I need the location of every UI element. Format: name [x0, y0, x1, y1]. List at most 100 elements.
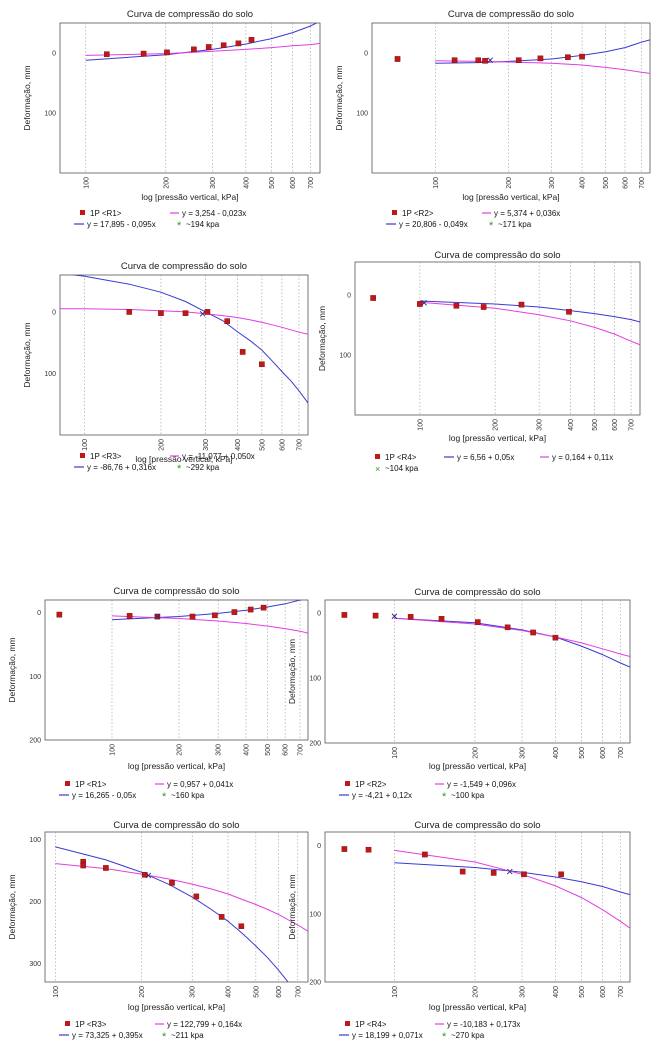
- y-axis-label: Deformação, mm: [317, 306, 327, 371]
- data-point: [518, 301, 525, 308]
- data-point: [56, 611, 63, 618]
- plot-contents: [85, 23, 320, 61]
- cross-stroke: [154, 613, 161, 620]
- plot-area: [44, 599, 309, 741]
- x-tick-label: 100: [83, 177, 90, 189]
- y-axis-label: Deformação, mm: [7, 637, 17, 702]
- y-tick-label: 100: [29, 674, 41, 681]
- x-tick-label: 100: [109, 744, 116, 756]
- fit-line-blue: [85, 23, 318, 61]
- x-tick-label: 500: [269, 177, 276, 189]
- legend-star-label: ~100 kpa: [451, 791, 485, 800]
- legend-star-label: ~211 kpa: [171, 1031, 204, 1040]
- plot-contents: [341, 612, 630, 668]
- chart-title: Curva de compressão do solo: [414, 587, 540, 598]
- legend: 1P <R3> y = 122,799 + 0,164x y = 73,325 + …: [59, 1020, 242, 1043]
- data-point: [140, 50, 147, 57]
- legend-star-icon: *: [177, 463, 182, 475]
- fit-line-magenta: [394, 617, 630, 657]
- legend-star-icon: *: [489, 220, 494, 232]
- x-axis-label: log [pressão vertical, kPa]: [135, 454, 232, 464]
- data-point: [370, 295, 376, 301]
- data-point: [239, 349, 246, 355]
- legend-points-label: 1P <R2>: [402, 209, 434, 218]
- data-point: [248, 37, 255, 43]
- plot-contents: [60, 275, 308, 404]
- cross-stroke: [145, 872, 152, 879]
- data-point: [475, 619, 481, 625]
- y-tick-label: 100: [44, 111, 56, 118]
- fit-line-magenta: [60, 308, 308, 335]
- y-tick-label: 200: [29, 738, 41, 745]
- chart-title: Curva de compressão do solo: [121, 261, 247, 272]
- legend-point-marker: [345, 1021, 350, 1026]
- chart-panel-2: Curva de compressão do solo 100 200 300 400 5…: [334, 9, 651, 232]
- legend-blue-label: y = 18,199 + 0,071x: [352, 1031, 423, 1040]
- data-point: [372, 612, 379, 619]
- fit-line-magenta: [419, 301, 640, 346]
- data-point: [341, 612, 348, 618]
- data-point: [558, 871, 564, 878]
- data-point: [365, 846, 372, 853]
- x-tick-label: 400: [553, 747, 560, 759]
- x-tick-label: 700: [618, 747, 625, 759]
- legend-blue-label: y = 16,265 - 0,05x: [72, 791, 136, 800]
- fit-line-blue: [394, 862, 630, 896]
- x-tick-label: 500: [592, 419, 599, 431]
- y-tick-label: 0: [347, 293, 351, 300]
- legend-point-marker: [80, 210, 85, 215]
- x-tick-label: 300: [210, 177, 217, 189]
- y-tick-label: 0: [364, 51, 368, 58]
- y-axis-label: Deformação, mm: [287, 639, 297, 704]
- plot-contents: [370, 295, 640, 346]
- legend-magenta-label: y = 5,374 + 0,036x: [494, 209, 560, 218]
- cross-marker: [506, 868, 513, 875]
- legend-star-icon: *: [162, 1031, 167, 1043]
- x-axis-label: log [pressão vertical, kPa]: [462, 192, 559, 202]
- x-tick-label: 200: [139, 986, 146, 998]
- data-point: [504, 624, 511, 631]
- x-tick-label: 400: [243, 177, 250, 189]
- x-tick-label: 700: [298, 744, 305, 756]
- cross-stroke: [487, 57, 494, 64]
- fit-line-blue: [419, 300, 640, 323]
- data-point: [126, 613, 133, 619]
- data-point: [475, 57, 482, 63]
- y-tick-label: 100: [356, 111, 368, 118]
- y-tick-label: 300: [29, 961, 41, 968]
- legend-star-label: ~160 kpa: [171, 791, 205, 800]
- legend-magenta-label: y = -1,549 + 0,096x: [447, 780, 516, 789]
- y-tick-label: 100: [339, 353, 351, 360]
- legend-points-label: 1P <R1>: [90, 209, 122, 218]
- plot-area: [59, 274, 309, 436]
- x-tick-label: 600: [290, 177, 297, 189]
- x-tick-label: 700: [308, 177, 315, 189]
- legend-cross-icon: ×: [375, 464, 380, 474]
- y-axis-label: Deformação, mm: [334, 65, 344, 130]
- x-axis-label: log [pressão vertical, kPa]: [128, 1002, 225, 1012]
- chart-title: Curva de compressão do solo: [113, 586, 239, 597]
- data-point: [537, 55, 544, 62]
- chart-title: Curva de compressão do solo: [127, 9, 253, 20]
- cross-stroke: [421, 299, 427, 306]
- legend-magenta-label: y = 3,254 - 0,023x: [182, 209, 246, 218]
- x-tick-label: 400: [568, 419, 575, 431]
- legend-star-label: ~270 kpa: [451, 1031, 485, 1040]
- x-tick-label: 700: [295, 986, 302, 998]
- data-point: [205, 44, 212, 50]
- data-point: [158, 310, 164, 316]
- x-axis-label: log [pressão vertical, kPa]: [429, 761, 526, 771]
- x-tick-label: 400: [226, 986, 233, 998]
- data-point: [515, 57, 522, 63]
- plot-contents: [55, 846, 308, 982]
- legend: 1P <R1> y = 0,957 + 0,041x y = 16,265 - 0,…: [59, 780, 233, 803]
- y-tick-label: 0: [52, 309, 56, 316]
- legend-star-label: ~171 kpa: [498, 220, 532, 229]
- legend: 1P <R4> y = -10,183 + 0,173x y = 18,199 + …: [339, 1020, 520, 1043]
- data-point: [212, 612, 218, 619]
- x-tick-label: 400: [553, 986, 560, 998]
- x-tick-label: 100: [392, 747, 399, 759]
- x-tick-label: 100: [82, 439, 89, 451]
- chart-panel-5: Curva de compressão do solo 100 200 300 400 5…: [7, 586, 309, 803]
- legend-blue-label: y = -4,21 + 0,12x: [352, 791, 412, 800]
